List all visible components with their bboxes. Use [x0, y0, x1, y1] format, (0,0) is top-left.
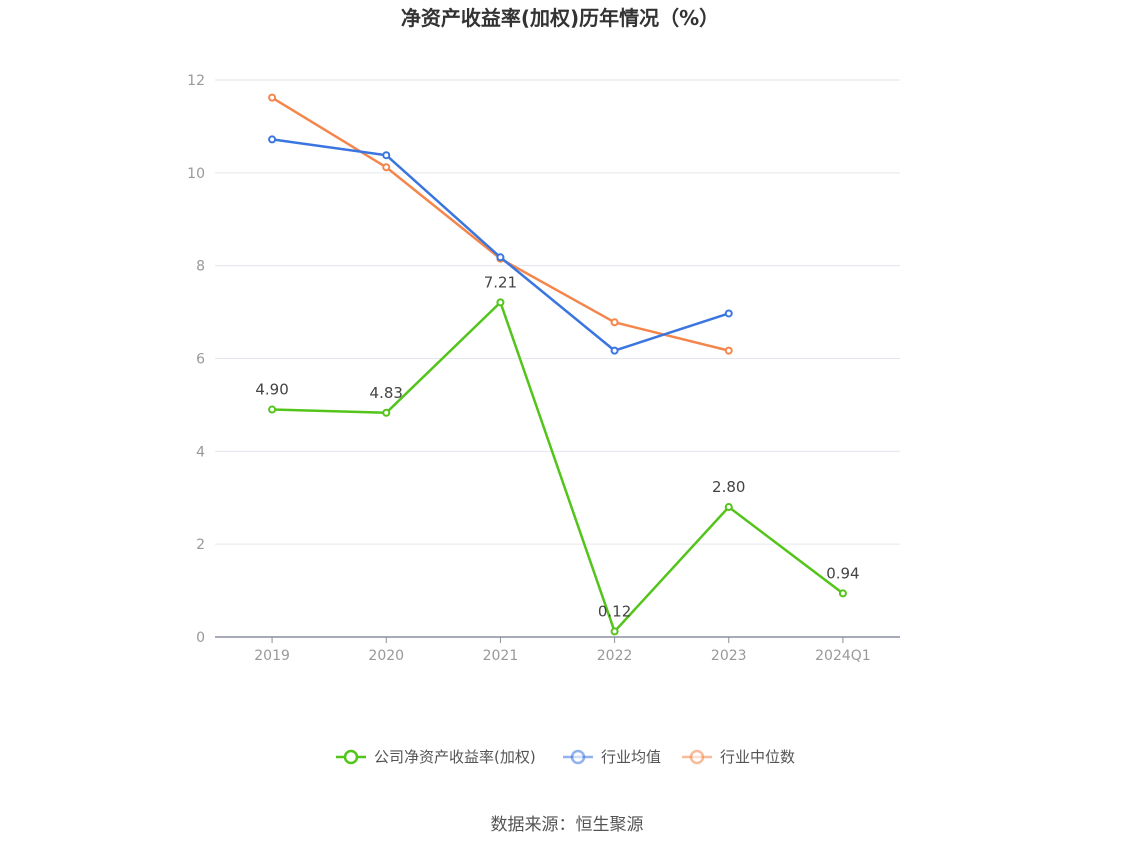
data-label: 7.21: [484, 273, 517, 291]
data-point: [382, 163, 391, 172]
source-note: 数据来源：恒生聚源: [491, 815, 644, 835]
series-line: [271, 96, 730, 352]
data-label: 4.83: [370, 384, 403, 402]
chart-title: 净资产收益率(加权)历年情况（%）: [401, 6, 719, 30]
x-tick-label: 2024Q1: [815, 648, 871, 664]
data-label: 0.94: [826, 564, 859, 582]
data-point: [724, 309, 733, 318]
data-point: [382, 151, 391, 160]
x-tick-label: 2020: [368, 648, 404, 664]
legend-item: 行业均值: [563, 748, 661, 766]
y-tick-label: 12: [187, 73, 205, 89]
series-line: [272, 301, 844, 633]
data-label: 4.90: [255, 381, 288, 399]
data-point: [496, 253, 505, 262]
y-tick-label: 10: [187, 166, 205, 182]
legend-marker: [689, 749, 705, 765]
legend-label: 行业中位数: [720, 748, 795, 766]
y-tick-label: 8: [196, 259, 205, 275]
legend-item: 公司净资产收益率(加权): [336, 748, 536, 766]
data-label: 0.12: [598, 602, 631, 620]
data-point: [724, 346, 733, 355]
legend-label: 公司净资产收益率(加权): [374, 748, 536, 766]
x-tick-label: 2019: [254, 648, 290, 664]
x-tick-label: 2022: [597, 648, 633, 664]
data-point: [268, 405, 277, 414]
y-tick-label: 0: [196, 630, 205, 646]
legend-label: 行业均值: [601, 748, 661, 766]
grid: [215, 79, 900, 545]
series-layer: 4.90 4.83 7.21 0.12 2.80 0.94: [255, 93, 860, 636]
data-point: [268, 135, 277, 144]
data-point: [610, 318, 619, 327]
data-label: 2.80: [712, 478, 745, 496]
data-point: [838, 589, 847, 598]
data-point: [724, 503, 733, 512]
legend-item: 行业中位数: [682, 748, 795, 766]
data-point: [610, 346, 619, 355]
x-tick-label: 2021: [483, 648, 519, 664]
series-2: [268, 93, 733, 355]
y-axis: 0 2 4 6 8 10 12: [187, 73, 205, 646]
y-tick-label: 2: [196, 537, 205, 553]
data-point: [496, 298, 505, 307]
series-0: 4.90 4.83 7.21 0.12 2.80 0.94: [255, 273, 860, 636]
x-axis: 2019 2020 2021 2022 2023 2024Q1: [215, 636, 900, 664]
legend: 公司净资产收益率(加权) 行业均值 行业中位数: [336, 748, 795, 766]
series-1: [268, 135, 733, 355]
x-tick-label: 2023: [711, 648, 747, 664]
data-point: [268, 93, 277, 102]
data-point: [382, 408, 391, 417]
legend-marker: [570, 749, 586, 765]
y-tick-label: 4: [196, 444, 205, 460]
data-point: [610, 627, 619, 636]
legend-marker: [343, 749, 359, 765]
y-tick-label: 6: [196, 352, 205, 368]
series-line: [271, 138, 730, 352]
